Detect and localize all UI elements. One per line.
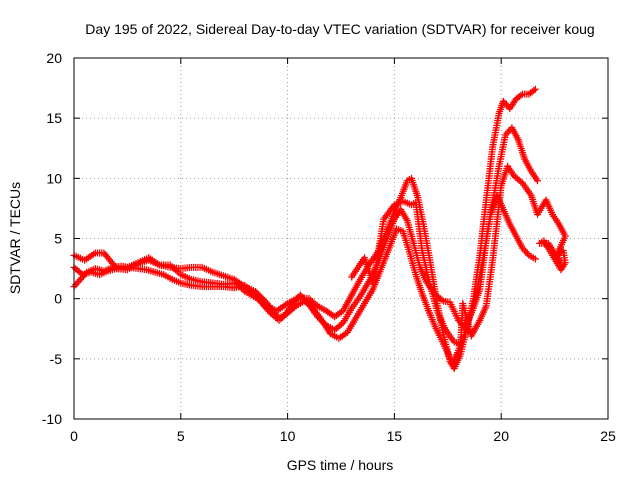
y-tick-label: 20 [46, 50, 62, 66]
data-point [531, 85, 539, 93]
data-point [265, 308, 273, 316]
y-tick-label: -10 [42, 411, 62, 427]
y-tick-label: 10 [46, 170, 62, 186]
data-point [517, 91, 525, 99]
chart-title: Day 195 of 2022, Sidereal Day-to-day VTE… [85, 21, 594, 37]
x-tick-label: 5 [177, 428, 185, 444]
data-point [531, 255, 539, 263]
series-track-d [348, 162, 569, 348]
y-tick-label: 15 [46, 110, 62, 126]
plot-frame [73, 57, 609, 420]
x-tick-label: 25 [600, 428, 616, 444]
x-tick-label: 15 [387, 428, 403, 444]
y-axis-label: SDTVAR / TECUs [7, 182, 23, 294]
data-point [557, 259, 565, 267]
y-tick-label: 5 [54, 231, 62, 247]
x-tick-label: 0 [70, 428, 78, 444]
x-axis-label: GPS time / hours [287, 457, 394, 473]
data-point [534, 177, 542, 185]
marks-layer [70, 85, 569, 372]
x-tick-label: 20 [493, 428, 509, 444]
data-point [438, 296, 446, 304]
axis-layer: 0 5 10 15 20 25 -10 -5 0 5 10 15 20 [42, 50, 616, 444]
x-tick-label: 10 [280, 428, 296, 444]
frame-layer [73, 57, 609, 420]
data-point [530, 86, 538, 94]
y-tick-label: -5 [50, 351, 63, 367]
y-tick-label: 0 [54, 291, 62, 307]
